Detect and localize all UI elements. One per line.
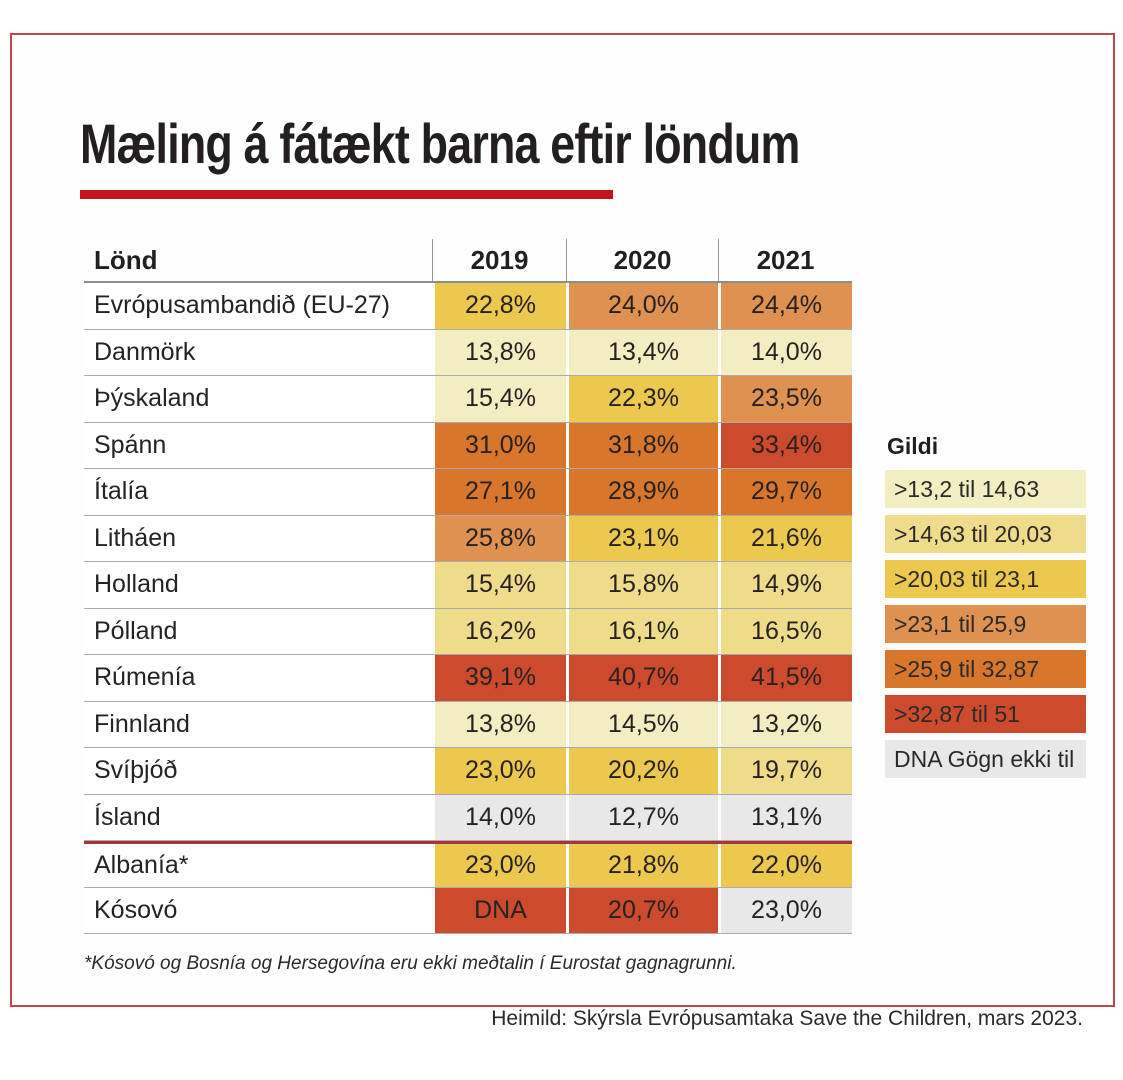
value-cell: 31,0% [432, 422, 566, 468]
country-cell: Pólland [84, 608, 432, 654]
value-cell: 41,5% [718, 655, 852, 701]
poverty-table: Lönd 2019 2020 2021 Evrópusambandið (EU-… [84, 239, 852, 934]
table-row: Ísland 14,0% 12,7% 13,1% [84, 794, 852, 841]
table-row: Albanía* 23,0% 21,8% 22,0% [84, 841, 852, 888]
country-cell: Ítalía [84, 469, 432, 515]
column-header-2020: 2020 [566, 239, 718, 281]
infographic-frame: Mæling á fátækt barna eftir löndum Lönd … [10, 33, 1115, 1030]
value-cell: 13,4% [566, 329, 718, 375]
title-underline-bar [80, 190, 613, 199]
source-attribution: Heimild: Skýrsla Evrópusamtaka Save the … [491, 1007, 1083, 1030]
legend-item: >25,9 til 32,87 [885, 650, 1086, 688]
value-cell: DNA [432, 887, 566, 933]
value-cell: 24,4% [718, 283, 852, 329]
value-cell: 13,2% [718, 701, 852, 747]
value-cell: 22,8% [432, 283, 566, 329]
value-cell: 40,7% [566, 655, 718, 701]
country-cell: Ísland [84, 794, 432, 840]
value-cell: 31,8% [566, 422, 718, 468]
country-cell: Rúmenía [84, 655, 432, 701]
value-cell: 27,1% [432, 469, 566, 515]
table-row: Ítalía 27,1% 28,9% 29,7% [84, 469, 852, 516]
value-cell: 23,5% [718, 376, 852, 422]
value-cell: 19,7% [718, 748, 852, 794]
legend-item: DNA Gögn ekki til [885, 740, 1086, 778]
table-row: Rúmenía 39,1% 40,7% 41,5% [84, 655, 852, 702]
table-row: Þýskaland 15,4% 22,3% 23,5% [84, 376, 852, 423]
legend-item: >23,1 til 25,9 [885, 605, 1086, 643]
value-cell: 33,4% [718, 422, 852, 468]
footnote-text: *Kósovó og Bosnía og Hersegovína eru ekk… [84, 953, 737, 974]
country-cell: Litháen [84, 515, 432, 561]
value-cell: 23,0% [432, 748, 566, 794]
table-row: Finnland 13,8% 14,5% 13,2% [84, 701, 852, 748]
value-cell: 13,8% [432, 329, 566, 375]
table-row: Spánn 31,0% 31,8% 33,4% [84, 422, 852, 469]
value-cell: 14,9% [718, 562, 852, 608]
country-cell: Svíþjóð [84, 748, 432, 794]
value-cell: 12,7% [566, 794, 718, 840]
country-cell: Evrópusambandið (EU-27) [84, 283, 432, 329]
value-cell: 13,1% [718, 794, 852, 840]
table-row: Litháen 25,8% 23,1% 21,6% [84, 515, 852, 562]
country-cell: Danmörk [84, 329, 432, 375]
value-cell: 21,6% [718, 515, 852, 561]
value-cell: 29,7% [718, 469, 852, 515]
value-cell: 16,1% [566, 608, 718, 654]
table-row: Svíþjóð 23,0% 20,2% 19,7% [84, 748, 852, 795]
value-cell: 21,8% [566, 844, 718, 887]
value-cell: 22,0% [718, 844, 852, 887]
column-header-country: Lönd [94, 244, 158, 275]
legend-item: >32,87 til 51 [885, 695, 1086, 733]
value-cell: 23,0% [432, 844, 566, 887]
legend: Gildi >13,2 til 14,63 >14,63 til 20,03 >20… [885, 433, 1086, 785]
country-cell: Holland [84, 562, 432, 608]
country-cell: Kósovó [84, 887, 432, 933]
table-header-row: Lönd 2019 2020 2021 [84, 239, 852, 283]
legend-item: >14,63 til 20,03 [885, 515, 1086, 553]
country-cell: Finnland [84, 701, 432, 747]
value-cell: 14,5% [566, 701, 718, 747]
column-header-2021: 2021 [718, 239, 852, 281]
legend-title: Gildi [887, 433, 939, 459]
value-cell: 15,4% [432, 562, 566, 608]
table-row: Danmörk 13,8% 13,4% 14,0% [84, 329, 852, 376]
value-cell: 20,7% [566, 887, 718, 933]
value-cell: 22,3% [566, 376, 718, 422]
value-cell: 23,1% [566, 515, 718, 561]
value-cell: 14,0% [432, 794, 566, 840]
value-cell: 28,9% [566, 469, 718, 515]
value-cell: 39,1% [432, 655, 566, 701]
value-cell: 24,0% [566, 283, 718, 329]
country-cell: Þýskaland [84, 376, 432, 422]
table-row: Evrópusambandið (EU-27) 22,8% 24,0% 24,4% [84, 283, 852, 330]
legend-item: >20,03 til 23,1 [885, 560, 1086, 598]
table-body: Evrópusambandið (EU-27) 22,8% 24,0% 24,4% Da… [84, 283, 852, 934]
table-row: Pólland 16,2% 16,1% 16,5% [84, 608, 852, 655]
page-title: Mæling á fátækt barna eftir löndum [80, 112, 800, 175]
value-cell: 15,4% [432, 376, 566, 422]
country-cell: Spánn [84, 422, 432, 468]
value-cell: 23,0% [718, 887, 852, 933]
column-header-2019: 2019 [432, 239, 566, 281]
country-cell: Albanía* [84, 844, 432, 887]
value-cell: 20,2% [566, 748, 718, 794]
legend-items: >13,2 til 14,63 >14,63 til 20,03 >20,03 ti… [885, 470, 1086, 778]
value-cell: 25,8% [432, 515, 566, 561]
table-row: Holland 15,4% 15,8% 14,9% [84, 562, 852, 609]
value-cell: 16,2% [432, 608, 566, 654]
legend-item: >13,2 til 14,63 [885, 470, 1086, 508]
value-cell: 14,0% [718, 329, 852, 375]
value-cell: 15,8% [566, 562, 718, 608]
table-row: Kósovó DNA 20,7% 23,0% [84, 887, 852, 934]
value-cell: 13,8% [432, 701, 566, 747]
value-cell: 16,5% [718, 608, 852, 654]
